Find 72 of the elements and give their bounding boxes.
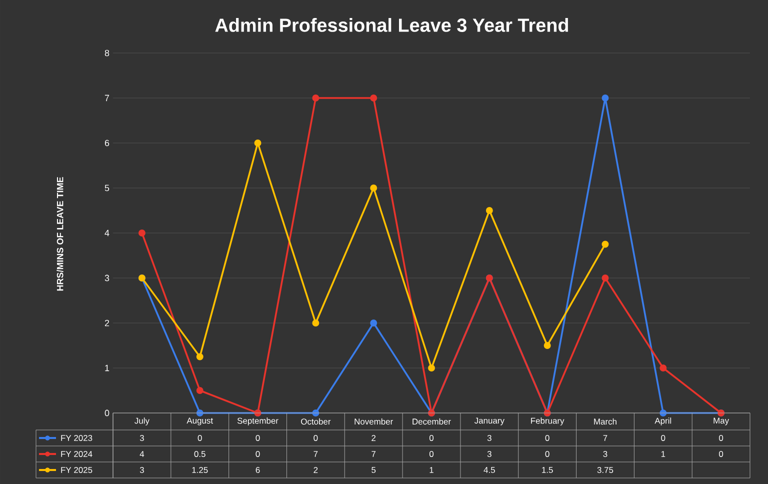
y-tick-label: 0 bbox=[104, 410, 110, 416]
data-label: 1.25 bbox=[192, 466, 208, 473]
x-tick-label: August bbox=[186, 418, 213, 426]
x-tick-label: September bbox=[237, 418, 278, 426]
y-tick-label: 4 bbox=[104, 230, 110, 236]
x-tick-label: May bbox=[714, 418, 730, 426]
data-label: 5 bbox=[372, 467, 376, 473]
data-label: 7 bbox=[603, 435, 608, 441]
point bbox=[660, 364, 667, 372]
data-label: 2 bbox=[372, 435, 376, 441]
legend-label: FY 2024 bbox=[61, 450, 92, 457]
data-label: 7 bbox=[314, 451, 318, 457]
point bbox=[602, 274, 609, 282]
data-label: 3 bbox=[487, 450, 492, 457]
data-label: 1 bbox=[661, 451, 666, 457]
chart-title: Admin Professional Leave 3 Year Trend bbox=[215, 18, 568, 32]
point bbox=[370, 184, 378, 192]
data-label: 3 bbox=[487, 434, 492, 441]
point bbox=[544, 342, 551, 349]
data-label: 3.75 bbox=[597, 466, 614, 473]
data-label: 0 bbox=[719, 450, 724, 457]
x-tick-label: July bbox=[134, 418, 150, 426]
legend-label: FY 2025 bbox=[61, 466, 92, 473]
y-tick-label: 6 bbox=[104, 140, 110, 146]
point bbox=[196, 353, 204, 360]
point bbox=[428, 364, 435, 372]
point bbox=[602, 240, 609, 248]
data-label: 7 bbox=[372, 451, 376, 457]
data-label: 0 bbox=[429, 434, 434, 441]
point bbox=[138, 230, 146, 236]
data-label: 4 bbox=[140, 451, 144, 457]
x-tick-label: April bbox=[654, 418, 672, 426]
data-label: 0 bbox=[314, 434, 318, 441]
y-tick-label: 2 bbox=[104, 320, 110, 326]
data-label: 0 bbox=[429, 450, 434, 457]
data-label: 0 bbox=[545, 450, 550, 457]
data-label: 0 bbox=[545, 434, 550, 441]
data-label: 6 bbox=[256, 466, 260, 473]
x-tick-label: October bbox=[301, 418, 331, 425]
y-tick-label: 5 bbox=[104, 184, 110, 192]
data-label: 0 bbox=[661, 434, 666, 441]
y-tick-label: 8 bbox=[104, 50, 110, 56]
data-label: 0 bbox=[719, 434, 724, 441]
y-axis-title: HRS/MINS OF LEAVE TIME bbox=[56, 177, 64, 291]
point bbox=[370, 94, 378, 102]
point bbox=[312, 94, 320, 102]
y-tick-label: 3 bbox=[104, 274, 110, 282]
data-label: 0 bbox=[256, 434, 260, 441]
point bbox=[196, 386, 204, 394]
data-label: 1.5 bbox=[542, 467, 553, 473]
point bbox=[486, 207, 493, 214]
y-tick-label: 1 bbox=[105, 364, 110, 372]
y-tick-label: 7 bbox=[104, 94, 110, 102]
data-label: 4.5 bbox=[484, 467, 495, 473]
data-label: 0 bbox=[256, 450, 260, 457]
point bbox=[254, 140, 262, 146]
legend-label: FY 2023 bbox=[61, 434, 92, 441]
point bbox=[370, 320, 378, 326]
x-tick-label: February bbox=[531, 418, 564, 426]
x-tick-label: January bbox=[474, 418, 504, 426]
data-label: 3 bbox=[140, 466, 144, 473]
x-tick-label: November bbox=[354, 418, 393, 425]
data-label: 0.5 bbox=[194, 450, 206, 457]
point bbox=[312, 320, 320, 326]
data-label: 1 bbox=[430, 467, 434, 473]
data-label: 3 bbox=[140, 434, 144, 441]
x-tick-label: December bbox=[412, 418, 451, 425]
data-label: 2 bbox=[314, 467, 318, 473]
point bbox=[602, 94, 609, 102]
data-label: 0 bbox=[198, 434, 202, 441]
data-label: 3 bbox=[603, 450, 608, 457]
x-tick-label: March bbox=[594, 418, 616, 425]
